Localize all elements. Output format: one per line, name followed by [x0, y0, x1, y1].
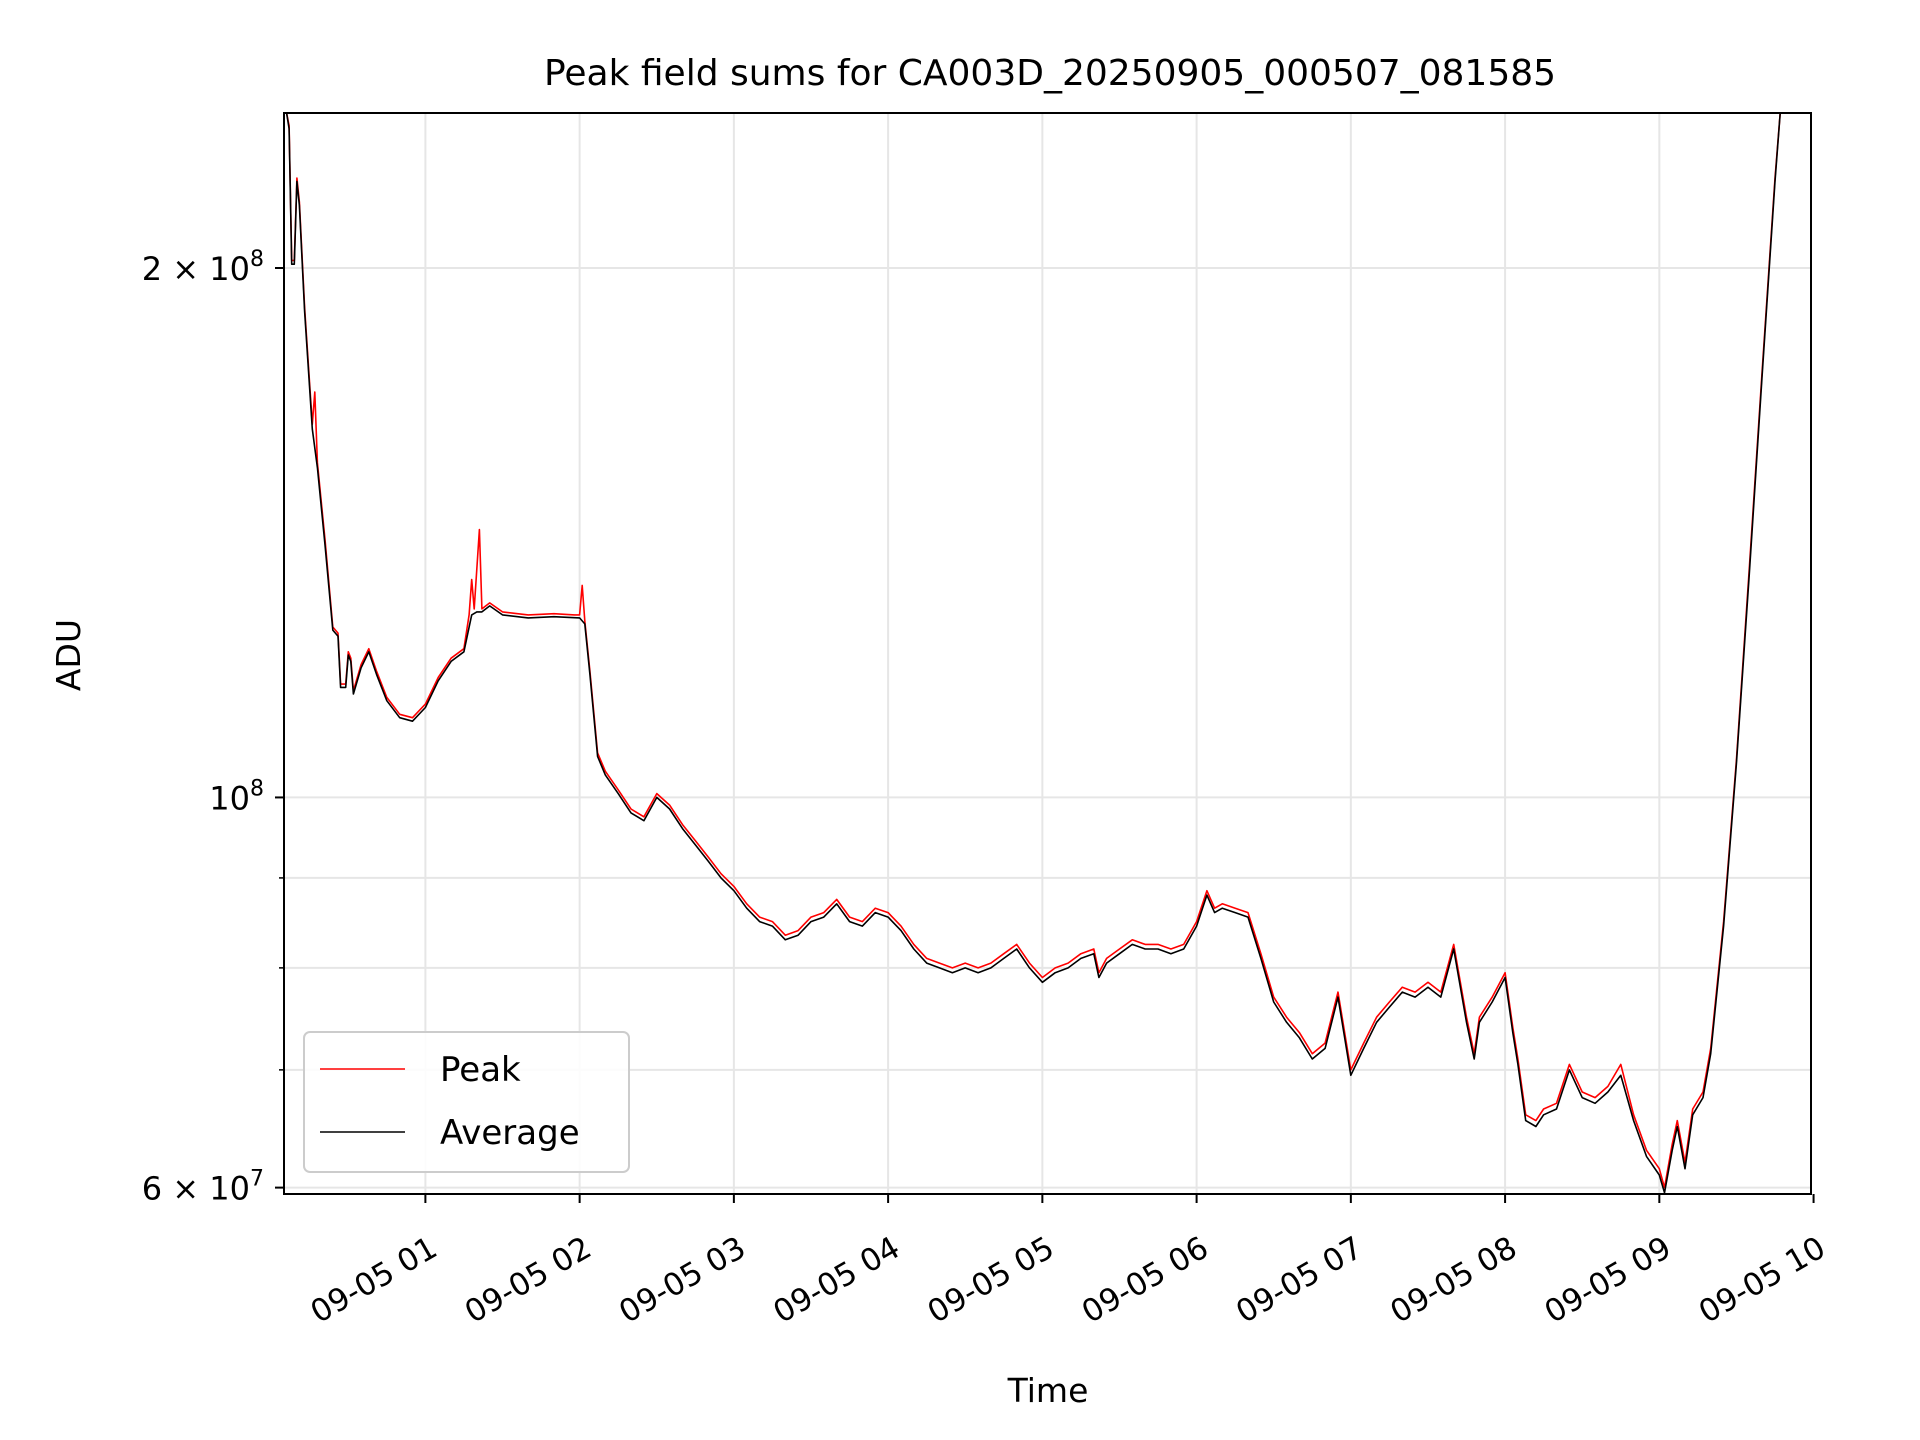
series-line-peak	[285, 112, 1781, 1189]
chart-title: Peak field sums for CA003D_20250905_0005…	[544, 53, 1556, 94]
legend-box	[303, 1031, 630, 1173]
x-axis-label: Time	[1007, 1371, 1089, 1410]
y-axis-ticks: 2 × 108 108 6 × 107	[142, 247, 284, 1208]
y-tick-label: 6 × 107	[142, 1167, 264, 1208]
series-lines	[285, 112, 1781, 1194]
y-axis-label: ADU	[49, 619, 88, 691]
legend-label-peak: Peak	[440, 1050, 521, 1090]
series-line-average	[285, 112, 1781, 1194]
y-tick-label: 2 × 108	[142, 247, 264, 288]
legend: Peak Average	[303, 1031, 630, 1173]
legend-label-average: Average	[440, 1113, 580, 1153]
plot-frame	[283, 112, 1812, 1195]
gridlines	[284, 113, 1811, 1194]
y-tick-label: 108	[209, 776, 264, 817]
